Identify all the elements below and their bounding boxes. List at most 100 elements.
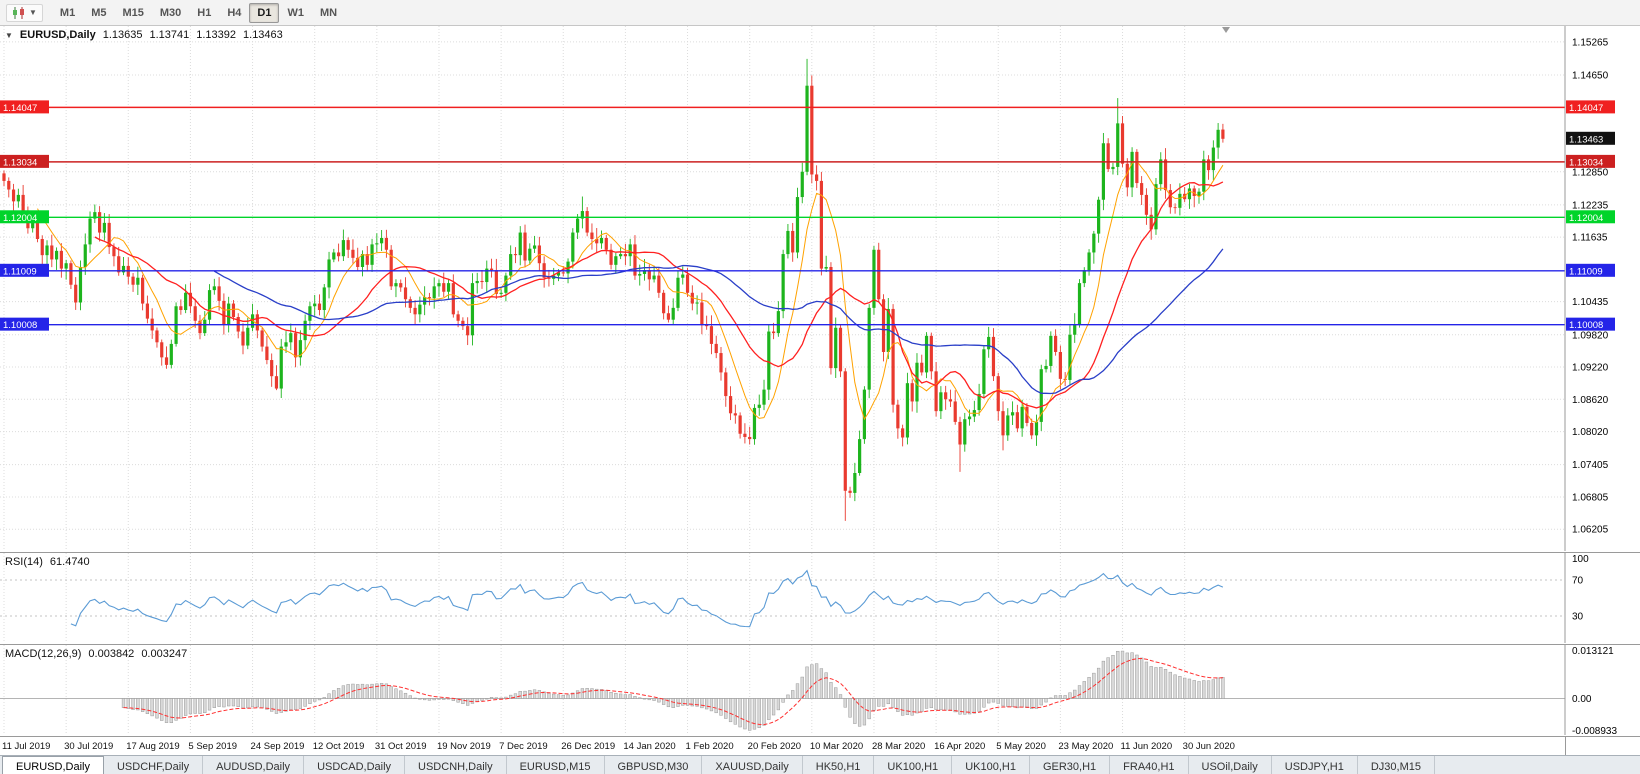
tab-hk50-h1[interactable]: HK50,H1 [803,756,875,774]
svg-text:1.14047: 1.14047 [3,103,37,114]
svg-text:1.12235: 1.12235 [1572,200,1609,211]
date-label: 11 Jul 2019 [2,741,51,752]
svg-text:1.09220: 1.09220 [1572,363,1609,374]
tab-fra40-h1[interactable]: FRA40,H1 [1110,756,1189,774]
tf-button-m30[interactable]: M30 [159,6,182,19]
date-label: 5 Sep 2019 [188,741,238,752]
tab-eurusd-daily[interactable]: EURUSD,Daily [2,756,104,774]
svg-text:-0.008933: -0.008933 [1572,726,1617,736]
date-label: 11 Jun 2020 [1120,741,1173,752]
svg-text:0.013121: 0.013121 [1572,646,1614,657]
tab-eurusd-m15[interactable]: EURUSD,M15 [507,756,605,774]
tab-uk100-h1[interactable]: UK100,H1 [952,756,1030,774]
date-label: 7 Dec 2019 [499,741,548,752]
tab-xauusd-daily[interactable]: XAUUSD,Daily [702,756,803,774]
svg-text:100: 100 [1572,554,1589,565]
svg-text:1.10008: 1.10008 [3,320,37,331]
macd-scale[interactable]: 0.013121 0.00 -0.008933 [1572,646,1617,736]
current-price-badge: 1.13463 [1566,131,1615,145]
rsi-panel[interactable]: 100 70 30 RSI(14) 61.4740 [0,553,1640,645]
timeframe-toolbar: ▼ M1 M5 M15 M30 H1 H4 D1 W1 MN [0,0,1640,26]
candles [2,58,1225,521]
tab-ger30-h1[interactable]: GER30,H1 [1030,756,1111,774]
chart-workspace: 1.15265 1.14650 1.12850 1.12235 1.11635 1.104… [0,26,1640,755]
date-label: 10 Mar 2020 [809,741,864,752]
tab-uk100-h1[interactable]: UK100,H1 [874,756,953,774]
date-label: 17 Aug 2019 [126,741,180,752]
svg-text:1.12004: 1.12004 [1569,213,1603,224]
tab-audusd-daily[interactable]: AUDUSD,Daily [203,756,305,774]
level-badge-left: 1.12004 [0,210,49,224]
svg-text:1.13034: 1.13034 [1569,157,1603,168]
tf-button-h1[interactable]: H1 [197,6,212,19]
svg-text:1.06205: 1.06205 [1572,525,1609,536]
tab-usdjpy-h1[interactable]: USDJPY,H1 [1272,756,1358,774]
svg-text:1.06805: 1.06805 [1572,492,1609,503]
level-badge-right: 1.12004 [1566,210,1615,224]
svg-text:1.11009: 1.11009 [1569,266,1603,277]
tf-button-m15[interactable]: M15 [122,6,144,19]
macd-panel[interactable]: 0.013121 0.00 -0.008933 MACD(12,26,9) 0.00… [0,645,1640,737]
svg-text:1.13034: 1.13034 [3,157,37,168]
date-label: 30 Jul 2019 [64,741,114,752]
rsi-chart-svg: 100 70 30 [0,553,1589,643]
svg-text:1.10435: 1.10435 [1572,297,1609,308]
chart-shift-marker-icon[interactable] [1222,27,1230,33]
level-badge-left: 1.11009 [0,263,49,277]
date-label: 28 Mar 2020 [871,741,926,752]
level-badge-left: 1.13034 [0,154,49,168]
scale-separator [1565,737,1566,755]
level-badge-right: 1.13034 [1566,154,1615,168]
tf-button-h4[interactable]: H4 [227,6,242,19]
macd-histogram [121,650,1225,731]
tf-button-mn[interactable]: MN [319,6,338,19]
svg-text:70: 70 [1572,576,1584,587]
svg-text:1.14047: 1.14047 [1569,103,1603,114]
level-badge-right: 1.14047 [1566,100,1615,114]
tf-button-w1[interactable]: W1 [287,6,304,19]
svg-text:1.09820: 1.09820 [1572,330,1609,341]
tab-usoil-daily[interactable]: USOil,Daily [1189,756,1272,774]
svg-text:0.00: 0.00 [1572,694,1592,705]
price-chart-svg: 1.15265 1.14650 1.12850 1.12235 1.11635 1.104… [0,26,1615,551]
moving-averages [37,160,1224,423]
rsi-line [70,569,1224,628]
date-axis[interactable]: 11 Jul 2019 30 Jul 2019 17 Aug 2019 5 Sep 2… [0,737,1640,755]
tf-button-d1[interactable]: D1 [249,2,280,23]
date-label: 20 Feb 2020 [747,741,802,752]
tf-button-m5[interactable]: M5 [91,6,107,19]
date-label: 19 Nov 2019 [436,741,491,752]
price-panel[interactable]: 1.15265 1.14650 1.12850 1.12235 1.11635 1.104… [0,26,1640,553]
svg-text:1.11635: 1.11635 [1572,233,1608,244]
svg-text:1.08620: 1.08620 [1572,395,1609,406]
date-label: 31 Oct 2019 [374,741,427,752]
level-badge-right: 1.11009 [1566,263,1615,277]
date-label: 5 May 2020 [996,741,1046,752]
rsi-scale[interactable]: 100 70 30 [1572,554,1589,623]
macd-chart-svg: 0.013121 0.00 -0.008933 [0,645,1617,736]
chart-type-button[interactable]: ▼ [6,3,43,22]
tab-usdcad-daily[interactable]: USDCAD,Daily [304,756,406,774]
date-label: 16 Apr 2020 [934,741,986,752]
date-label: 24 Sep 2019 [250,741,305,752]
candlestick-chart-icon [13,6,24,19]
date-label: 12 Oct 2019 [312,741,365,752]
svg-text:1.08020: 1.08020 [1572,427,1609,438]
chevron-down-icon: ▼ [29,7,37,17]
tab-usdchf-daily[interactable]: USDCHF,Daily [104,756,204,774]
tf-button-m1[interactable]: M1 [59,6,76,19]
date-label: 30 Jun 2020 [1182,741,1235,752]
timeframe-buttons: M1 M5 M15 M30 H1 H4 D1 W1 MN [52,2,345,23]
svg-text:30: 30 [1572,612,1584,623]
date-label: 1 Feb 2020 [685,741,734,752]
tab-gbpusd-m30[interactable]: GBPUSD,M30 [605,756,703,774]
level-lines[interactable] [0,106,1565,326]
price-scale[interactable]: 1.15265 1.14650 1.12850 1.12235 1.11635 1.104… [1564,26,1609,551]
level-badge-left: 1.14047 [0,100,49,114]
svg-text:1.15265: 1.15265 [1572,37,1609,48]
date-label: 26 Dec 2019 [561,741,616,752]
tab-dj30-m15[interactable]: DJ30,M15 [1358,756,1435,774]
tab-usdcnh-daily[interactable]: USDCNH,Daily [405,756,507,774]
rsi-grid [0,553,1566,643]
